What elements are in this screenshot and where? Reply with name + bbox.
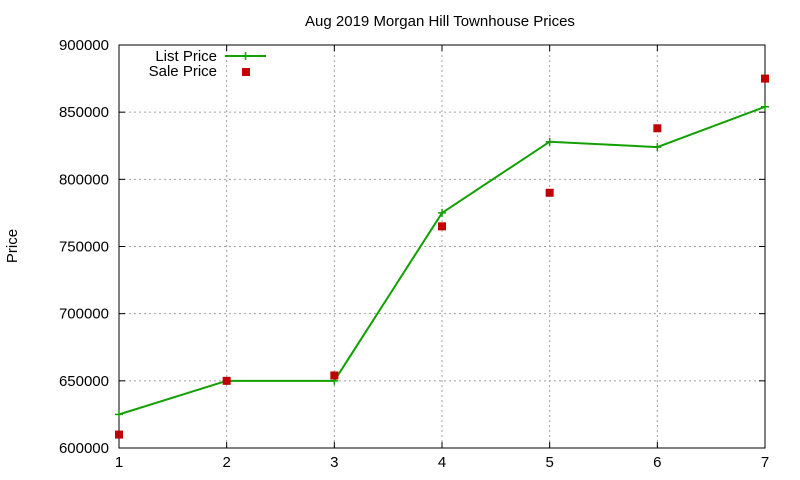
legend-label-sale-price: Sale Price [149, 63, 217, 80]
x-tick-label: 7 [761, 454, 769, 471]
list-price-point [761, 102, 769, 111]
list-price-point [653, 143, 662, 152]
grid-layer [119, 45, 765, 448]
sale-price-point [438, 222, 446, 231]
y-axis-label: Price [4, 229, 21, 263]
x-tick-label: 4 [438, 454, 446, 471]
y-tick-label: 800000 [59, 171, 109, 188]
legend-marker-list-price [241, 52, 250, 60]
sale-price-point [653, 124, 662, 133]
sale-price-point [330, 371, 339, 380]
tick-layer: 1 2 3 4 5 6 7 600000 650000 700000 750000 800000 850… [59, 37, 769, 471]
list-price-point [438, 208, 446, 217]
sale-price-point [222, 376, 231, 385]
x-tick-label: 5 [545, 454, 553, 471]
legend-label-list-price: List Price [155, 48, 217, 65]
y-tick-label: 850000 [59, 104, 109, 121]
y-tick-label: 750000 [59, 239, 109, 256]
list-price-point [115, 410, 123, 419]
y-tick-label: 600000 [59, 440, 109, 457]
series-layer [115, 74, 769, 439]
x-tick-label: 6 [653, 454, 661, 471]
sale-price-point [761, 74, 769, 83]
x-tick-label: 3 [330, 454, 338, 471]
list-price-point [545, 137, 554, 146]
sale-price-point [115, 430, 123, 439]
x-tick-label: 2 [222, 454, 230, 471]
y-tick-label: 700000 [59, 306, 109, 323]
chart-title: Aug 2019 Morgan Hill Townhouse Prices [305, 13, 575, 30]
y-tick-label: 650000 [59, 373, 109, 390]
sale-price-point [545, 188, 554, 197]
legend-marker-sale-price [242, 68, 250, 76]
y-tick-label: 900000 [59, 37, 109, 54]
x-tick-label: 1 [115, 454, 123, 471]
